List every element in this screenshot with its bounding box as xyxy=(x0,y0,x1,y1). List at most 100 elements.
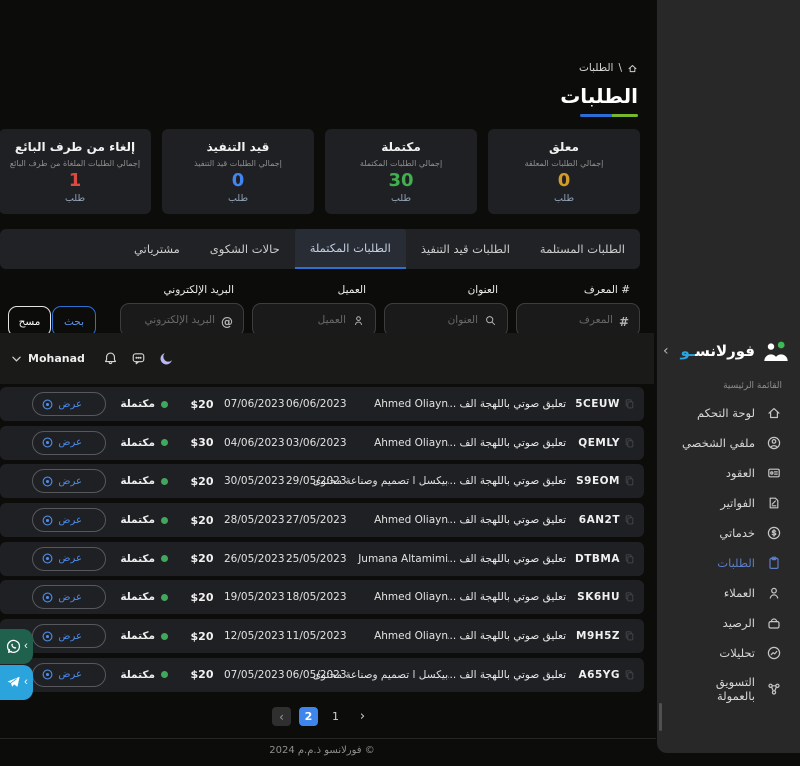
sidebar-item[interactable]: العقود xyxy=(657,458,800,488)
sidebar-item[interactable]: الطلبات xyxy=(657,548,800,578)
tab[interactable]: حالات الشكوى xyxy=(195,229,295,269)
stat-card-unit: طلب xyxy=(325,193,477,204)
filter-input[interactable] xyxy=(131,314,215,326)
copy-icon[interactable] xyxy=(625,515,634,525)
view-order-button[interactable]: عرض xyxy=(32,469,106,493)
order-end-date: 07/05/2023 xyxy=(224,669,284,681)
tab[interactable]: الطلبات المستلمة xyxy=(525,229,640,269)
eye-icon xyxy=(41,436,54,449)
chat-icon[interactable] xyxy=(131,351,146,366)
moon-icon[interactable] xyxy=(159,351,174,366)
sidebar-item[interactable]: الرصيد xyxy=(657,608,800,638)
status-dot-icon xyxy=(161,555,168,562)
orders-tabstrip: الطلبات المستلمة الطلبات قيد التنفيذ الط… xyxy=(0,229,640,269)
tab[interactable]: الطلبات المكتملة xyxy=(295,229,406,269)
sidebar-item[interactable]: تحليلات xyxy=(657,638,800,668)
sidebar-collapse-icon[interactable]: › xyxy=(663,344,669,358)
tab[interactable]: الطلبات قيد التنفيذ xyxy=(406,229,525,269)
underline-blue-segment xyxy=(580,114,612,117)
sidebar-item[interactable]: التسويق بالعمولة xyxy=(657,668,800,710)
topbar: Mohanad xyxy=(0,333,654,384)
sidebar-item-label: لوحة التحكم xyxy=(697,406,755,420)
username[interactable]: Mohanad xyxy=(28,352,85,365)
view-button-label: عرض xyxy=(58,553,82,564)
table-row: M9H5Z تعليق صوتي باللهجة الف ... Ahmed O… xyxy=(0,619,644,653)
stat-card-title: مكتملة xyxy=(325,140,477,154)
sidebar-item[interactable]: ملفي الشخصي xyxy=(657,428,800,458)
order-title: تعليق صوتي باللهجة الف ... xyxy=(448,669,566,681)
filter-input[interactable] xyxy=(395,314,478,326)
order-id: 5CEUW xyxy=(574,398,620,410)
view-order-button[interactable]: عرض xyxy=(32,663,106,687)
order-status: مكتملة xyxy=(120,398,168,410)
copy-icon[interactable] xyxy=(625,631,634,641)
order-start-date: 06/05/2023 xyxy=(286,669,346,681)
chevron-down-icon[interactable] xyxy=(12,356,21,362)
stat-card: مكتملة إجمالي الطلبات المكتملة 30 طلب xyxy=(325,129,477,214)
home-icon[interactable] xyxy=(627,63,638,74)
copy-icon[interactable] xyxy=(625,438,634,448)
contact-button[interactable]: ‹ xyxy=(0,665,33,700)
filter-input[interactable] xyxy=(263,314,346,326)
sidebar-item[interactable]: لوحة التحكم xyxy=(657,398,800,428)
sidebar-scrollbar[interactable] xyxy=(659,703,662,731)
title-underline xyxy=(580,114,638,117)
stat-card-title: قيد التنفيذ xyxy=(162,140,314,154)
order-title: تعليق صوتي باللهجة الف ... xyxy=(448,437,566,449)
previous-page-button[interactable]: ‹ xyxy=(272,707,291,726)
order-status: مكتملة xyxy=(120,630,168,642)
wallet-icon xyxy=(766,615,782,631)
order-client: Ahmed Oliayn xyxy=(346,630,448,642)
eye-icon xyxy=(41,514,54,527)
sidebar-item[interactable]: الفواتير xyxy=(657,488,800,518)
eye-icon xyxy=(41,591,54,604)
filter-field: # المعرف # xyxy=(516,284,640,337)
order-start-date: 27/05/2023 xyxy=(286,514,346,526)
filter-input-box: @ xyxy=(120,303,244,337)
filter-input[interactable] xyxy=(527,314,613,326)
order-id: DTBMA xyxy=(574,553,620,565)
sidebar-item-label: الرصيد xyxy=(723,616,755,630)
sidebar-item[interactable]: خدماتي xyxy=(657,518,800,548)
sidebar-item[interactable]: العملاء xyxy=(657,578,800,608)
order-price: $20 xyxy=(182,630,222,643)
orders-table: 5CEUW تعليق صوتي باللهجة الف ... Ahmed O… xyxy=(0,387,644,697)
tab[interactable]: مشترياتي xyxy=(119,229,195,269)
view-order-button[interactable]: عرض xyxy=(32,431,106,455)
page-button[interactable]: 1 xyxy=(326,707,345,726)
view-button-label: عرض xyxy=(58,399,82,410)
view-order-button[interactable]: عرض xyxy=(32,624,106,648)
view-button-label: عرض xyxy=(58,515,82,526)
bell-icon[interactable] xyxy=(103,351,118,366)
sidebar-item-label: تحليلات xyxy=(719,646,755,660)
status-dot-icon xyxy=(161,633,168,640)
order-title: تعليق صوتي باللهجة الف ... xyxy=(448,553,566,565)
chevron-left-icon: ‹ xyxy=(24,641,28,652)
contact-button[interactable]: ‹ xyxy=(0,629,33,664)
view-order-button[interactable]: عرض xyxy=(32,585,106,609)
filter-field-label: العميل xyxy=(252,284,366,296)
next-page-button[interactable]: › xyxy=(353,707,372,726)
stat-card-subtitle: إجمالي الطلبات المعلقة xyxy=(488,159,640,168)
copy-icon[interactable] xyxy=(625,399,634,409)
copy-icon[interactable] xyxy=(625,670,634,680)
status-label: مكتملة xyxy=(120,437,155,449)
logo-text-main: فورلانس xyxy=(695,342,755,360)
status-dot-icon xyxy=(161,517,168,524)
order-client: Jumana Altamimi xyxy=(346,553,448,565)
copy-icon[interactable] xyxy=(625,554,634,564)
copy-icon[interactable] xyxy=(625,592,634,602)
order-title: تعليق صوتي باللهجة الف ... xyxy=(448,630,566,642)
view-order-button[interactable]: عرض xyxy=(32,508,106,532)
page-button-active[interactable]: 2 xyxy=(299,707,318,726)
stat-card-title: معلق xyxy=(488,140,640,154)
page-title: الطلبات xyxy=(560,84,638,108)
orders-page: { "breadcrumb": { "separator": "\\", "cu… xyxy=(0,0,800,766)
view-order-button[interactable]: عرض xyxy=(32,547,106,571)
eye-icon xyxy=(41,398,54,411)
copy-icon[interactable] xyxy=(625,476,634,486)
view-order-button[interactable]: عرض xyxy=(32,392,106,416)
invoice-icon xyxy=(766,495,782,511)
status-label: مكتملة xyxy=(120,475,155,487)
underline-green-segment xyxy=(612,114,638,117)
